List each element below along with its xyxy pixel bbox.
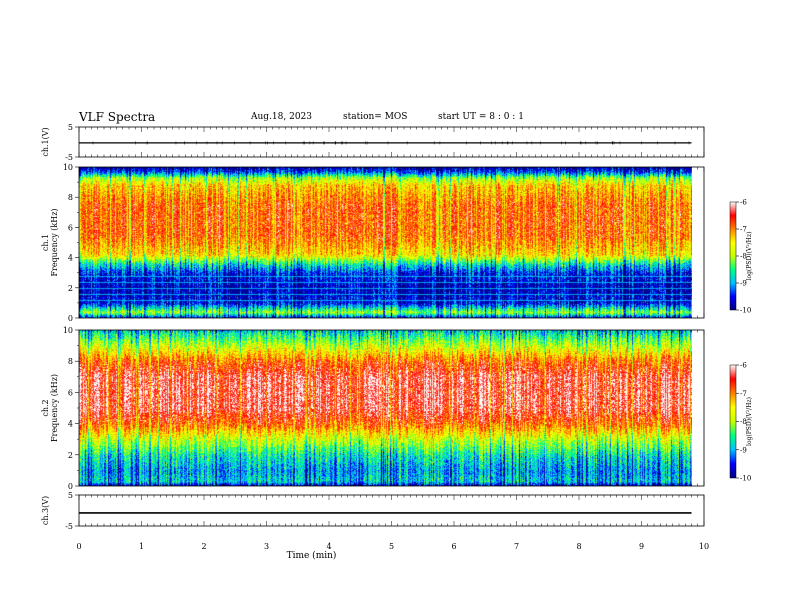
colorbar-tick-label-2-4: -10 xyxy=(740,475,751,483)
ytick-label-2-1: 2 xyxy=(68,451,73,460)
ylabel-1-1: Frequency (kHz) xyxy=(50,208,59,276)
ytick-label-1-4: 8 xyxy=(68,193,73,202)
ylabel-1-0: ch.1 xyxy=(41,234,50,251)
colorbar-label-2: log(PSD)(V²/Hz) xyxy=(746,397,753,446)
ytick-label-3-1: -5 xyxy=(65,522,73,531)
xtick-label-7: 7 xyxy=(514,542,519,551)
start-time-label: start UT = 8 : 0 : 1 xyxy=(438,112,524,122)
colorbar-tick-label-1-0: -6 xyxy=(740,199,747,207)
xtick-label-6: 6 xyxy=(451,542,456,551)
ytick-label-0-1: -5 xyxy=(65,153,73,162)
ytick-label-1-5: 10 xyxy=(63,163,73,172)
colorbar-tick-label-1-1: -7 xyxy=(740,226,747,234)
ytick-label-1-1: 2 xyxy=(68,284,73,293)
xaxis-label: Time (min) xyxy=(287,550,337,561)
colorbar-tick-label-2-1: -7 xyxy=(740,390,747,398)
xtick-label-0: 0 xyxy=(76,542,81,551)
ytick-label-3-0: 5 xyxy=(68,491,73,500)
station-label: station= MOS xyxy=(343,112,408,122)
ylabel-2-0: ch.2 xyxy=(41,399,50,416)
ytick-label-2-4: 8 xyxy=(68,357,73,366)
spectrogram-image-1 xyxy=(79,167,692,318)
ylabel-2-1: Frequency (kHz) xyxy=(50,374,59,442)
colorbar-2 xyxy=(729,364,737,479)
colorbar-tick-label-2-2: -8 xyxy=(740,418,747,426)
xtick-label-1: 1 xyxy=(139,542,144,551)
colorbar-1 xyxy=(729,201,737,311)
xtick-label-8: 8 xyxy=(576,542,581,551)
ytick-label-2-2: 4 xyxy=(68,420,73,429)
figure-title: VLF Spectra xyxy=(79,110,156,124)
ylabel-0-0: ch.1(V) xyxy=(41,127,50,156)
colorbar-tick-label-1-4: -10 xyxy=(740,307,751,315)
ylabel-3-0: ch.3(V) xyxy=(41,496,50,525)
xtick-label-9: 9 xyxy=(639,542,644,551)
ytick-label-2-5: 10 xyxy=(63,326,73,335)
ytick-label-1-3: 6 xyxy=(68,223,73,232)
xtick-label-3: 3 xyxy=(264,542,269,551)
date-label: Aug.18, 2023 xyxy=(251,112,312,122)
ytick-label-2-3: 6 xyxy=(68,388,73,397)
colorbar-label-1: log(PSD)(V²/Hz) xyxy=(746,232,753,281)
ytick-label-1-0: 0 xyxy=(68,314,73,323)
xtick-label-4: 4 xyxy=(326,542,331,551)
ytick-label-0-0: 5 xyxy=(68,123,73,132)
ytick-label-2-0: 0 xyxy=(68,482,73,491)
colorbar-tick-label-1-3: -9 xyxy=(740,280,747,288)
colorbar-tick-label-2-3: -9 xyxy=(740,446,747,454)
ytick-label-1-2: 4 xyxy=(68,254,73,263)
colorbar-tick-label-1-2: -8 xyxy=(740,253,747,261)
colorbar-tick-label-2-0: -6 xyxy=(740,362,747,370)
xtick-label-10: 10 xyxy=(699,542,709,551)
xtick-label-5: 5 xyxy=(389,542,394,551)
spectrogram-image-2 xyxy=(79,330,692,486)
xtick-label-2: 2 xyxy=(201,542,206,551)
